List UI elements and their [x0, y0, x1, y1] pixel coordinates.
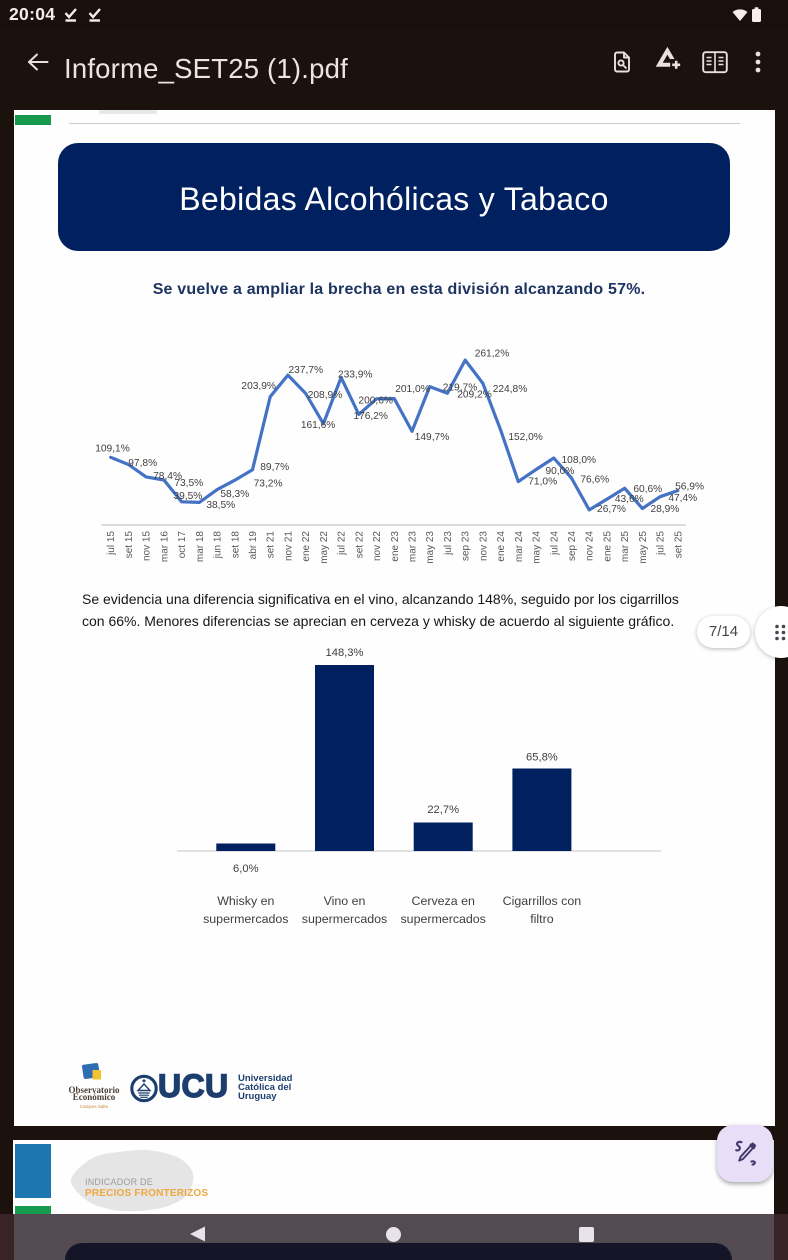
svg-text:208,9%: 208,9%: [308, 390, 343, 401]
svg-text:73,2%: 73,2%: [254, 479, 283, 490]
svg-text:109,1%: 109,1%: [95, 444, 130, 455]
svg-text:176,2%: 176,2%: [353, 411, 388, 422]
svg-text:set 18: set 18: [230, 531, 241, 559]
svg-text:38,5%: 38,5%: [206, 500, 235, 511]
svg-text:Vino en: Vino en: [324, 894, 366, 908]
svg-text:90,0%: 90,0%: [545, 466, 574, 477]
svg-text:47,4%: 47,4%: [668, 493, 697, 504]
svg-text:39,5%: 39,5%: [173, 491, 202, 502]
svg-text:224,8%: 224,8%: [493, 384, 528, 395]
svg-text:jul 22: jul 22: [337, 531, 348, 556]
svg-text:sep 23: sep 23: [461, 531, 472, 561]
svg-text:Cigarrillos con: Cigarrillos con: [503, 894, 582, 908]
svg-text:nov 24: nov 24: [585, 531, 596, 561]
svg-text:nov 21: nov 21: [283, 531, 294, 561]
svg-text:237,7%: 237,7%: [289, 365, 324, 376]
svg-text:mar 25: mar 25: [620, 531, 631, 563]
svg-text:filtro: filtro: [530, 912, 554, 926]
svg-text:200,6%: 200,6%: [358, 396, 393, 407]
svg-text:ene 22: ene 22: [301, 531, 312, 562]
svg-text:jul 25: jul 25: [656, 531, 667, 556]
svg-text:22,7%: 22,7%: [427, 804, 459, 816]
svg-text:148,3%: 148,3%: [326, 647, 364, 659]
svg-text:mar 23: mar 23: [408, 531, 419, 563]
svg-text:may 23: may 23: [425, 531, 436, 564]
svg-text:set 21: set 21: [266, 531, 277, 559]
svg-text:152,0%: 152,0%: [508, 432, 543, 443]
svg-text:43,6%: 43,6%: [615, 494, 644, 505]
svg-text:60,6%: 60,6%: [633, 484, 662, 495]
svg-text:ene 25: ene 25: [603, 531, 614, 562]
svg-text:nov 23: nov 23: [478, 531, 489, 561]
svg-text:56,9%: 56,9%: [675, 482, 704, 493]
svg-text:73,5%: 73,5%: [174, 478, 203, 489]
svg-text:58,3%: 58,3%: [220, 489, 249, 500]
svg-text:supermercados: supermercados: [302, 912, 387, 926]
svg-text:jul 24: jul 24: [549, 531, 560, 556]
svg-text:ene 23: ene 23: [390, 531, 401, 562]
svg-text:jun 18: jun 18: [213, 531, 224, 560]
svg-text:sep 24: sep 24: [567, 531, 578, 561]
svg-text:Cerveza en: Cerveza en: [412, 894, 475, 908]
svg-text:261,2%: 261,2%: [475, 349, 510, 360]
svg-text:108,0%: 108,0%: [562, 455, 597, 466]
svg-text:76,6%: 76,6%: [580, 475, 609, 486]
svg-text:201,0%: 201,0%: [395, 384, 430, 395]
svg-text:abr 19: abr 19: [248, 531, 259, 560]
svg-text:203,9%: 203,9%: [241, 381, 276, 392]
svg-text:nov 15: nov 15: [142, 531, 153, 561]
svg-text:209,2%: 209,2%: [457, 390, 492, 401]
svg-text:71,0%: 71,0%: [528, 477, 557, 488]
svg-text:may 24: may 24: [532, 531, 543, 564]
svg-text:may 25: may 25: [638, 531, 649, 564]
svg-text:219,7%: 219,7%: [443, 383, 478, 394]
svg-text:78,4%: 78,4%: [153, 471, 182, 482]
svg-text:6,0%: 6,0%: [233, 863, 259, 875]
svg-text:149,7%: 149,7%: [415, 432, 450, 443]
svg-text:mar 16: mar 16: [159, 531, 170, 563]
svg-text:set 22: set 22: [354, 531, 365, 559]
svg-text:26,7%: 26,7%: [597, 504, 626, 515]
svg-text:65,8%: 65,8%: [526, 752, 558, 764]
svg-text:jul 23: jul 23: [443, 531, 454, 556]
svg-text:161,6%: 161,6%: [301, 420, 336, 431]
svg-text:nov 22: nov 22: [372, 531, 383, 561]
svg-text:oct 17: oct 17: [177, 531, 188, 559]
svg-text:set 25: set 25: [673, 531, 684, 559]
svg-text:89,7%: 89,7%: [260, 462, 289, 473]
svg-text:supermercados: supermercados: [400, 912, 485, 926]
svg-text:ene 24: ene 24: [496, 531, 507, 562]
svg-text:mar 24: mar 24: [514, 531, 525, 563]
svg-text:Whisky en: Whisky en: [217, 894, 274, 908]
svg-text:supermercados: supermercados: [203, 912, 288, 926]
svg-text:may 22: may 22: [319, 531, 330, 564]
svg-text:set 15: set 15: [124, 531, 135, 559]
svg-text:233,9%: 233,9%: [338, 370, 373, 381]
svg-text:jul 15: jul 15: [106, 531, 117, 556]
svg-text:mar 18: mar 18: [195, 531, 206, 563]
svg-text:97,8%: 97,8%: [128, 458, 157, 469]
svg-text:28,9%: 28,9%: [650, 504, 679, 515]
